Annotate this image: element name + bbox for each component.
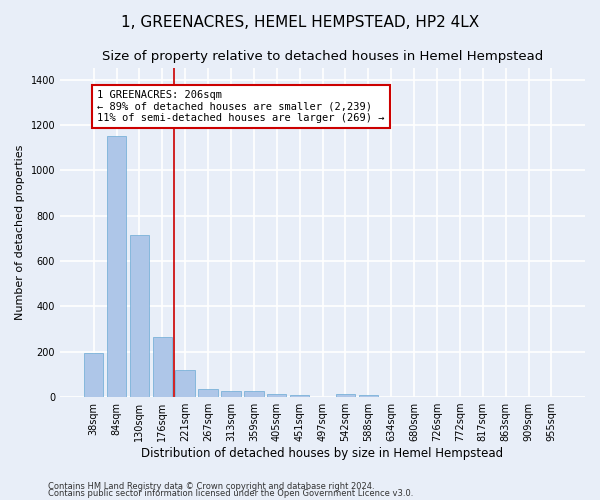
Bar [244,390,263,397]
Title: Size of property relative to detached houses in Hemel Hempstead: Size of property relative to detached ho… [102,50,543,63]
X-axis label: Distribution of detached houses by size in Hemel Hempstead: Distribution of detached houses by size … [142,447,503,460]
Bar [152,337,172,397]
Bar [84,354,103,397]
Bar [107,136,126,397]
Bar [221,390,241,397]
Text: 1 GREENACRES: 206sqm
← 89% of detached houses are smaller (2,239)
11% of semi-de: 1 GREENACRES: 206sqm ← 89% of detached h… [97,90,385,123]
Bar [290,396,310,397]
Bar [199,389,218,397]
Bar [267,394,286,397]
Bar [359,396,378,397]
Bar [130,235,149,397]
Text: Contains HM Land Registry data © Crown copyright and database right 2024.: Contains HM Land Registry data © Crown c… [48,482,374,491]
Bar [335,394,355,397]
Y-axis label: Number of detached properties: Number of detached properties [15,145,25,320]
Bar [175,370,195,397]
Text: 1, GREENACRES, HEMEL HEMPSTEAD, HP2 4LX: 1, GREENACRES, HEMEL HEMPSTEAD, HP2 4LX [121,15,479,30]
Text: Contains public sector information licensed under the Open Government Licence v3: Contains public sector information licen… [48,489,413,498]
